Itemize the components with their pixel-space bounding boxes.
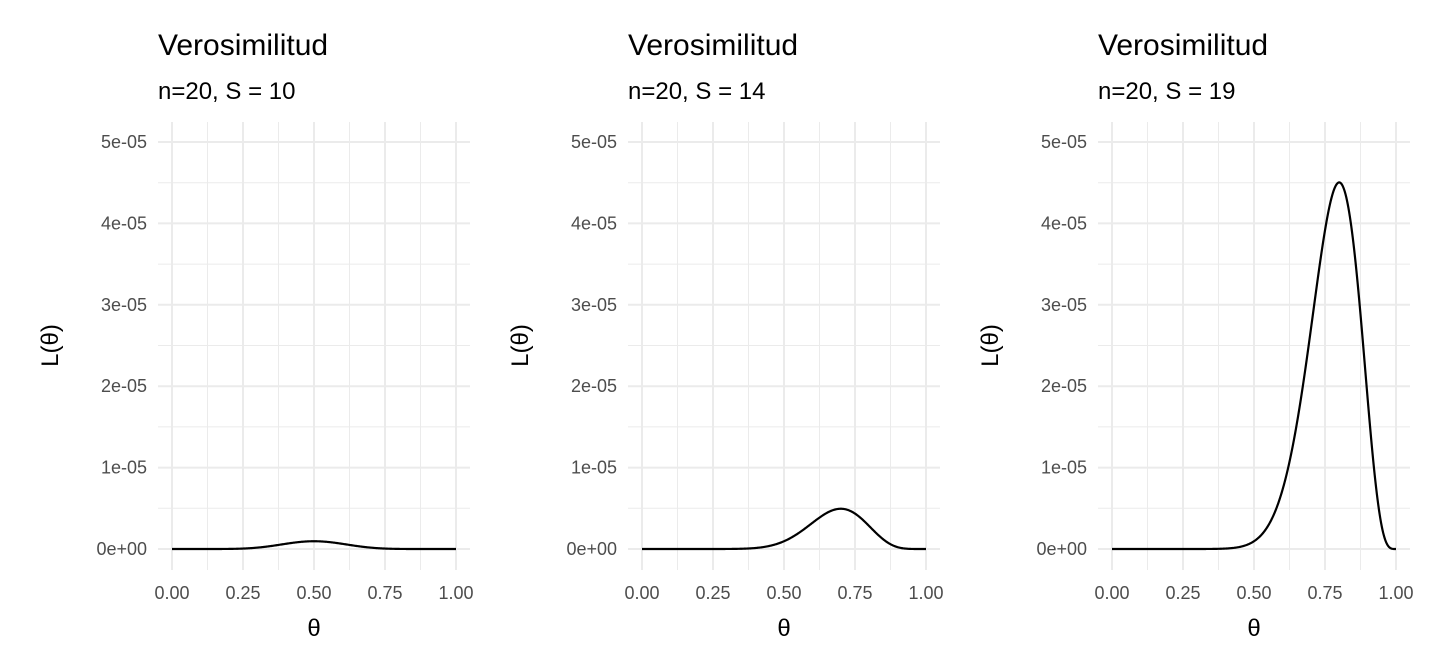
y-tick-label: 4e-05 [101,213,147,233]
x-tick-label: 0.25 [225,583,260,603]
y-tick-label: 2e-05 [1041,376,1087,396]
y-tick-label: 2e-05 [571,376,617,396]
likelihood-curve [172,540,456,551]
chart-subtitle: n=20, S = 19 [1098,78,1235,105]
chart-title: Verosimilitud [1098,29,1268,62]
y-tick-label: 4e-05 [1041,213,1087,233]
chart-title: Verosimilitud [628,29,798,62]
x-axis-label: θ [1247,615,1260,642]
y-tick-label: 1e-05 [1041,458,1087,478]
x-tick-label: 0.00 [624,583,659,603]
likelihood-curve [642,507,926,551]
x-tick-label: 0.25 [695,583,730,603]
x-tick-label: 0.50 [296,583,331,603]
x-tick-label: 0.75 [1307,583,1342,603]
x-tick-label: 1.00 [908,583,943,603]
x-tick-label: 0.50 [1236,583,1271,603]
x-tick-label: 0.75 [837,583,872,603]
x-tick-label: 0.75 [367,583,402,603]
y-tick-label: 2e-05 [101,376,147,396]
chart-title: Verosimilitud [158,29,328,62]
x-tick-label: 0.50 [766,583,801,603]
x-tick-label: 0.25 [1165,583,1200,603]
likelihood-curve [1112,181,1396,551]
y-tick-label: 1e-05 [101,458,147,478]
panel-3: 0.00 0.25 0.50 0.75 1.00 0e+00 1e-05 2e-05 3e-05… [977,29,1414,642]
x-tick-label: 1.00 [1378,583,1413,603]
y-tick-label: 3e-05 [1041,295,1087,315]
y-tick-label: 3e-05 [571,295,617,315]
chart-subtitle: n=20, S = 10 [158,78,295,105]
y-axis-label: L(θ) [977,324,1004,367]
panel-2: 0.00 0.25 0.50 0.75 1.00 0e+00 1e-05 2e-05 3e-05… [507,29,944,642]
y-tick-label: 5e-05 [1041,132,1087,152]
y-tick-label: 5e-05 [101,132,147,152]
y-tick-label: 0e+00 [1036,539,1087,559]
x-tick-label: 0.00 [1094,583,1129,603]
x-tick-label: 0.00 [154,583,189,603]
y-axis-label: L(θ) [37,324,64,367]
y-tick-label: 4e-05 [571,213,617,233]
panel-1: 0.00 0.25 0.50 0.75 1.00 0e+00 1e-05 2e-05 3e-05… [37,29,474,642]
chart-subtitle: n=20, S = 14 [628,78,765,105]
y-axis-label: L(θ) [507,324,534,367]
x-tick-label: 1.00 [438,583,473,603]
x-axis-label: θ [307,615,320,642]
y-tick-label: 0e+00 [566,539,617,559]
y-tick-label: 1e-05 [571,458,617,478]
x-axis-label: θ [777,615,790,642]
y-tick-label: 3e-05 [101,295,147,315]
y-tick-label: 0e+00 [96,539,147,559]
y-tick-label: 5e-05 [571,132,617,152]
